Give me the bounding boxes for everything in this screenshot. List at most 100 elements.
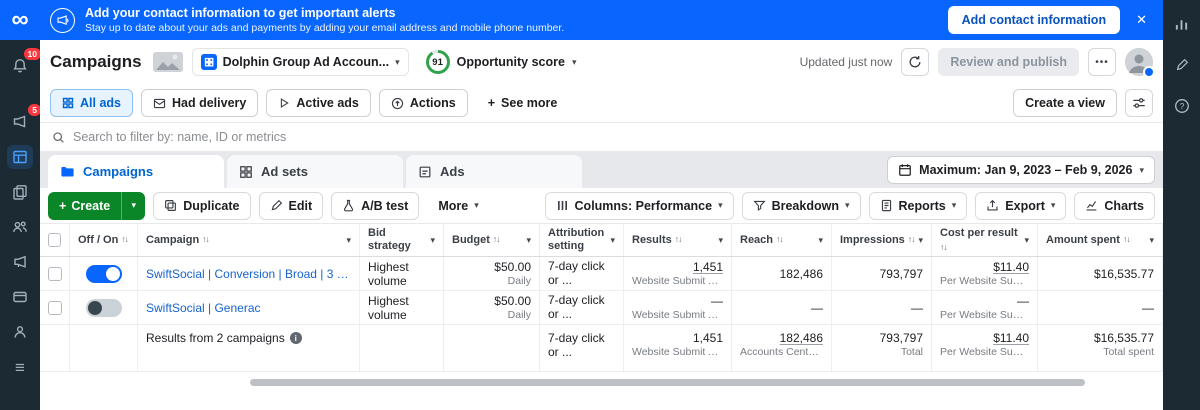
account-settings-icon[interactable] (7, 320, 33, 344)
performance-chart-icon[interactable] (1169, 12, 1195, 36)
results-value[interactable]: 1,451 (692, 260, 723, 274)
header-cost-per-result[interactable]: Cost per result ↑↓ ▾ (932, 224, 1038, 256)
add-contact-information-button[interactable]: Add contact information (947, 6, 1121, 34)
filter-actions[interactable]: Actions (378, 89, 468, 117)
ad-account-selector[interactable]: Dolphin Group Ad Accoun... ▾ (191, 48, 409, 76)
updated-status: Updated just now (799, 55, 893, 69)
ads-reporting-icon[interactable] (7, 180, 33, 204)
create-a-view-button[interactable]: Create a view (1013, 89, 1117, 117)
advertise-megaphone-icon[interactable] (7, 250, 33, 274)
header-budget[interactable]: Budget ↑↓ ▾ (444, 224, 540, 256)
row-checkbox[interactable] (47, 300, 62, 315)
filter-caret-icon[interactable]: ▾ (526, 234, 531, 245)
avatar-status-badge (1143, 66, 1155, 78)
filter-caret-icon[interactable]: ▾ (346, 234, 351, 245)
review-and-publish-button[interactable]: Review and publish (938, 48, 1079, 76)
filter-caret-icon[interactable]: ▾ (1149, 234, 1154, 245)
header-results[interactable]: Results ↑↓ ▾ (624, 224, 732, 256)
campaign-name-link[interactable]: SwiftSocial | Conversion | Broad | 3 Thi… (146, 266, 351, 281)
tab-ad-sets[interactable]: Ad sets (227, 155, 403, 188)
tab-ads[interactable]: Ads (406, 155, 582, 188)
create-button[interactable]: + Create (48, 191, 122, 220)
sort-icon[interactable]: ↑↓ (907, 234, 915, 245)
sort-icon[interactable]: ↑↓ (776, 234, 783, 245)
header-off-on[interactable]: Off / On ↑↓ (70, 224, 138, 256)
header-reach[interactable]: Reach ↑↓ ▾ (732, 224, 832, 256)
sort-icon[interactable]: ↑↓ (121, 234, 128, 245)
duplicate-button[interactable]: Duplicate (153, 191, 251, 220)
attribution-cell: 7-day click or ... All conversions (540, 291, 624, 324)
charts-button[interactable]: Charts (1074, 191, 1155, 220)
filter-active-ads[interactable]: Active ads (266, 89, 371, 117)
row-toggle-cell (70, 291, 138, 324)
cost-value[interactable]: $11.40 (993, 260, 1029, 274)
sort-icon[interactable]: ↑↓ (940, 241, 947, 252)
filter-caret-icon[interactable]: ▾ (430, 234, 435, 245)
page-title: Campaigns (50, 52, 142, 71)
campaign-toggle-off[interactable] (85, 298, 122, 317)
filter-all-ads[interactable]: All ads (50, 89, 133, 117)
header-campaign[interactable]: Campaign ↑↓ ▾ (138, 224, 360, 256)
table-row: SwiftSocial | Conversion | Broad | 3 Thi… (40, 257, 1163, 291)
summary-cost-cell: $11.40 Per Website Submit A... (932, 325, 1038, 371)
row-checkbox[interactable] (47, 266, 62, 281)
sort-icon[interactable]: ↑↓ (1122, 234, 1130, 245)
scrollbar-thumb[interactable] (250, 379, 1085, 386)
opportunity-score[interactable]: 91 Opportunity score ▾ (425, 50, 576, 74)
reports-button[interactable]: Reports ▾ (868, 191, 968, 220)
export-button[interactable]: Export ▾ (975, 191, 1067, 220)
filter-caret-icon[interactable]: ▾ (1024, 234, 1029, 245)
audiences-icon[interactable] (7, 215, 33, 239)
columns-button[interactable]: Columns: Performance ▾ (544, 191, 734, 220)
more-button[interactable]: More ▾ (427, 191, 490, 220)
campaign-toggle-on[interactable] (85, 264, 122, 283)
ab-test-button[interactable]: A/B test (331, 191, 420, 220)
reach-total[interactable]: 182,486 (779, 331, 823, 345)
notifications-bell-icon[interactable]: 10 (7, 48, 41, 78)
create-dropdown-button[interactable]: ▾ (121, 191, 146, 220)
header-bid-strategy[interactable]: Bid strategy ▾ (360, 224, 444, 256)
billing-card-icon[interactable] (7, 285, 33, 309)
chevron-down-icon: ▾ (1139, 164, 1144, 175)
info-icon[interactable]: i (289, 332, 302, 344)
envelope-icon (153, 98, 166, 108)
select-all-checkbox[interactable] (48, 233, 61, 247)
all-tools-menu-icon[interactable]: ≡ (15, 357, 25, 377)
filter-see-more[interactable]: + See more (475, 89, 570, 117)
sort-icon[interactable]: ↑↓ (492, 234, 500, 245)
meta-logo[interactable]: ∞ (11, 6, 29, 33)
breakdown-button[interactable]: Breakdown ▾ (741, 191, 861, 220)
campaigns-table-icon[interactable] (7, 145, 33, 169)
filter-caret-icon[interactable]: ▾ (718, 234, 723, 245)
header-impressions[interactable]: Impressions ↑↓ ▾ (832, 224, 932, 256)
search-input[interactable] (73, 130, 1151, 144)
sort-icon[interactable]: ↑↓ (674, 234, 682, 245)
plus-icon: + (487, 96, 496, 110)
sort-icon[interactable]: ↑↓ (202, 234, 209, 245)
filter-caret-icon[interactable]: ▾ (918, 234, 923, 245)
edit-button[interactable]: Edit (258, 191, 324, 220)
date-range-picker[interactable]: Maximum: Jan 9, 2023 – Feb 9, 2026 ▾ (887, 156, 1155, 184)
pencil-icon (271, 199, 282, 211)
header-amount-spent[interactable]: Amount spent ↑↓ ▾ (1038, 224, 1163, 256)
more-options-button[interactable]: ••• (1088, 48, 1116, 76)
tab-campaigns[interactable]: Campaigns (48, 155, 224, 188)
summary-empty-cell (40, 325, 70, 371)
refresh-button[interactable] (901, 48, 930, 76)
reports-icon (881, 199, 891, 212)
filter-had-delivery[interactable]: Had delivery (141, 89, 259, 117)
banner-close-icon[interactable]: ✕ (1136, 12, 1147, 27)
action-arrow-icon (391, 97, 403, 109)
view-settings-sliders-icon[interactable] (1125, 89, 1153, 117)
filter-caret-icon[interactable]: ▾ (610, 234, 615, 245)
cost-per-result-cell: $11.40 Per Website Submit ... (932, 257, 1038, 290)
avatar[interactable] (1125, 48, 1155, 78)
cost-total[interactable]: $11.40 (993, 331, 1029, 345)
filter-caret-icon[interactable]: ▾ (818, 234, 823, 245)
campaign-name-link[interactable]: SwiftSocial | Generac (146, 300, 261, 315)
header-attribution-setting[interactable]: Attribution setting ▾ (540, 224, 624, 256)
help-icon[interactable]: ? (1169, 94, 1195, 118)
cost-per-result-cell: — Per Website Submit A... (932, 291, 1038, 324)
updates-icon[interactable]: 5 (7, 104, 41, 134)
edit-pencil-icon[interactable] (1169, 53, 1195, 77)
